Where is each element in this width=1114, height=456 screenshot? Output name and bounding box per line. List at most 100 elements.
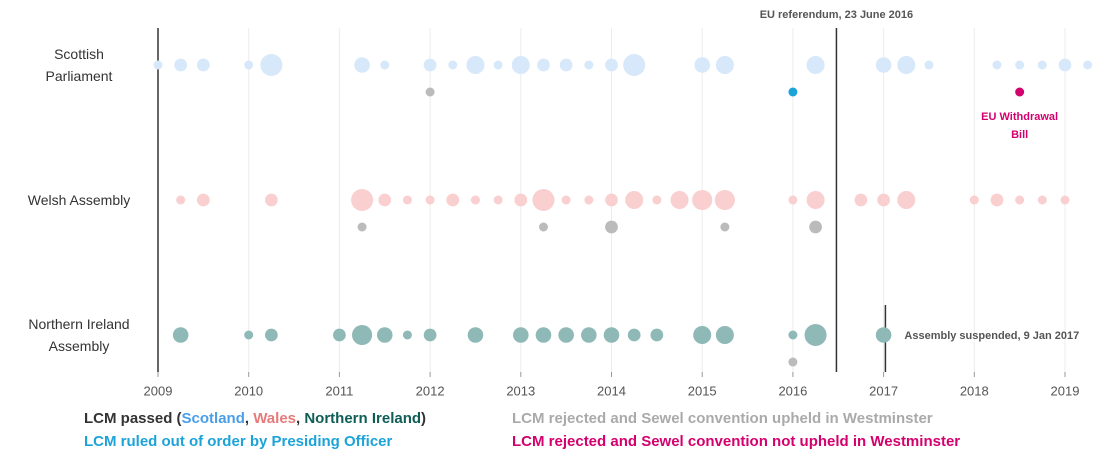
bubble <box>425 195 435 205</box>
bubble <box>670 191 689 209</box>
x-tick-label: 2013 <box>506 383 535 398</box>
bubble <box>1058 58 1072 72</box>
bubble <box>603 327 620 343</box>
bubble <box>357 222 367 232</box>
legend-label: LCM ruled out of order by Presiding Offi… <box>84 433 393 450</box>
bubble <box>380 60 390 70</box>
bubble <box>992 60 1002 70</box>
bubble <box>804 323 827 347</box>
bubble <box>493 195 503 205</box>
bubble <box>1015 60 1025 70</box>
bubble <box>605 220 618 234</box>
bubble <box>467 327 484 343</box>
bubble <box>693 326 712 344</box>
bubble <box>788 87 798 97</box>
bubble <box>354 57 370 73</box>
bubble <box>720 222 730 232</box>
bubble <box>1015 195 1025 205</box>
bubble <box>605 58 618 72</box>
bubble <box>561 195 571 205</box>
bubble <box>652 195 662 205</box>
x-tick-label: 2018 <box>960 383 989 398</box>
bubble <box>425 87 435 97</box>
row-label: Northern Ireland Assembly <box>28 316 130 354</box>
bubble <box>1015 87 1025 97</box>
legend-text: ) <box>421 410 427 427</box>
bubble <box>333 328 346 342</box>
bubble <box>423 58 437 72</box>
legend-text: LCM passed ( <box>84 410 182 427</box>
bubble <box>402 195 412 205</box>
bubble <box>446 193 460 207</box>
bubble <box>260 53 283 77</box>
bubble <box>493 60 503 70</box>
bubble <box>538 222 548 232</box>
legend-text: , <box>296 410 305 427</box>
bubble <box>897 56 916 74</box>
x-tick-label: 2012 <box>416 383 445 398</box>
bubble <box>875 57 892 73</box>
bubble <box>584 60 594 70</box>
bubble <box>352 324 373 346</box>
x-tick-label: 2009 <box>144 383 173 398</box>
bubble <box>153 60 163 70</box>
bubble <box>627 328 641 342</box>
annotation: EU Withdrawal Bill <box>981 111 1059 141</box>
bubble <box>715 56 734 74</box>
bubble <box>351 188 374 212</box>
bubble <box>605 193 618 207</box>
row-label: Welsh Assembly <box>27 192 131 208</box>
bubble <box>265 328 278 342</box>
x-tick-label: 2011 <box>325 383 353 398</box>
x-tick-label: 2010 <box>234 383 263 398</box>
bubble <box>402 330 412 340</box>
legend-entry: LCM passed (Scotland, Wales, Northern Ir… <box>84 410 426 427</box>
x-tick-label: 2015 <box>688 383 717 398</box>
bubble <box>990 193 1004 207</box>
bubble <box>875 327 892 343</box>
bubble <box>513 327 529 343</box>
bubble <box>448 60 458 70</box>
bubble <box>1083 60 1093 70</box>
bubble <box>924 60 934 70</box>
legend-text: , <box>244 410 254 427</box>
bubble <box>877 193 890 207</box>
x-tick-label: 2014 <box>597 383 626 398</box>
bubble <box>423 328 437 342</box>
bubble <box>1037 60 1047 70</box>
bubble <box>715 326 734 344</box>
bubble <box>692 189 713 211</box>
annotation: EU referendum, 23 June 2016 <box>760 9 913 21</box>
bubble <box>514 193 528 207</box>
bubble <box>788 357 798 367</box>
bubble <box>470 195 480 205</box>
bubble <box>806 56 825 74</box>
bubble <box>558 327 574 343</box>
row-label: Scottish Parliament <box>45 46 113 84</box>
bubble <box>176 195 186 205</box>
x-tick-label: 2017 <box>869 383 898 398</box>
bubble <box>854 193 868 207</box>
bubble <box>809 220 822 234</box>
bubble <box>174 58 188 72</box>
legend-label: LCM rejected and Sewel convention not up… <box>512 433 961 450</box>
bubble <box>806 191 825 209</box>
bubble <box>1037 195 1047 205</box>
bubble <box>532 188 555 212</box>
bubble <box>196 58 210 72</box>
bubble <box>584 195 594 205</box>
x-tick-label: 2019 <box>1051 383 1080 398</box>
bubble <box>714 189 735 211</box>
bubble <box>378 193 392 207</box>
bubble <box>376 327 393 343</box>
bubble <box>1060 195 1070 205</box>
bubble <box>581 327 597 343</box>
bubble <box>172 327 189 343</box>
bubble <box>244 330 254 340</box>
legend-label: Wales <box>253 410 296 427</box>
bubble <box>466 56 485 74</box>
bubble <box>788 195 798 205</box>
bubble <box>537 58 550 72</box>
